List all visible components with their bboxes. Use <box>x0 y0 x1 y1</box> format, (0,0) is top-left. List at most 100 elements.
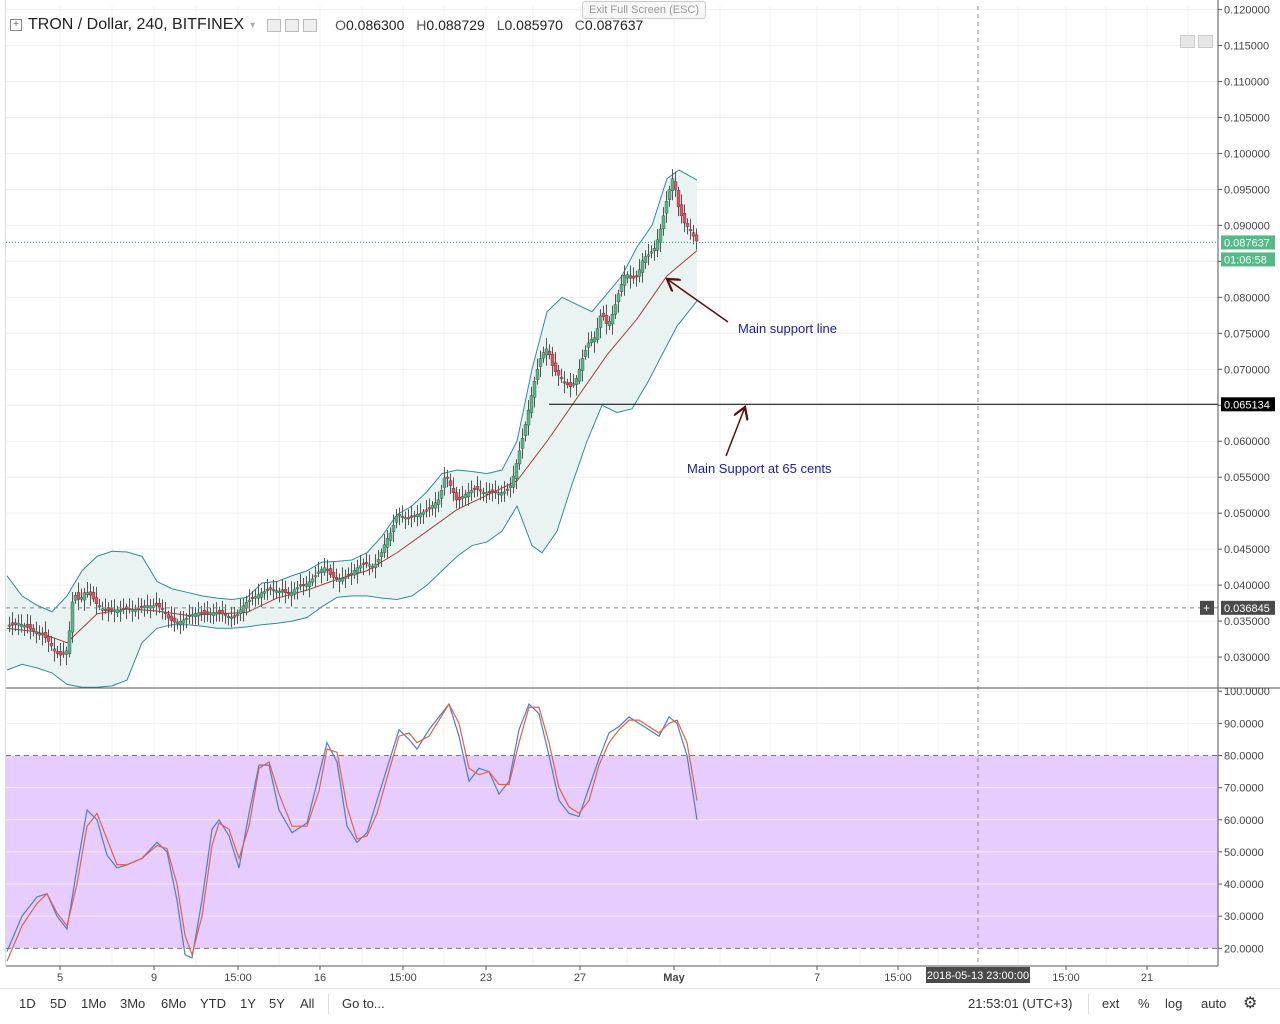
candle-body <box>286 592 291 594</box>
candle-body <box>193 613 198 617</box>
ext-toggle[interactable]: ext <box>1102 996 1120 1011</box>
range-6mo-button[interactable]: 6Mo <box>161 996 187 1011</box>
collapse-icon[interactable]: + <box>10 19 22 31</box>
candle-body <box>247 599 252 602</box>
candle-body <box>544 348 549 356</box>
candle-body <box>16 623 21 626</box>
range-5d-button[interactable]: 5D <box>50 996 67 1011</box>
range-1y-button[interactable]: 1Y <box>240 996 256 1011</box>
candle-body <box>67 630 72 654</box>
candle-body <box>634 275 639 278</box>
candle-body <box>448 480 453 486</box>
price-chart[interactable]: 0.030000 0.035000 0.040000 0.045000 0.050000… <box>0 0 1280 988</box>
stoch-tick-label: 60.0000 <box>1224 815 1264 827</box>
candle-body <box>118 609 123 612</box>
remove-icon[interactable] <box>303 18 318 32</box>
candle-body <box>271 589 276 592</box>
candle-body <box>556 370 561 376</box>
candle-body <box>49 642 54 647</box>
candle-body <box>91 592 96 600</box>
candle-body <box>454 492 459 501</box>
candle-body <box>355 567 360 574</box>
time-tick-label: 27 <box>574 972 586 984</box>
candle-body <box>244 601 249 609</box>
candle-body <box>370 566 375 569</box>
candle-body <box>43 631 48 639</box>
candle-body <box>574 378 579 385</box>
candle-body <box>181 619 186 624</box>
candle-body <box>25 623 30 628</box>
candle-body <box>649 251 654 254</box>
candle-body <box>103 608 108 611</box>
candle-body <box>250 596 255 599</box>
exit-fullscreen-button[interactable]: Exit Full Screen (ESC) <box>582 1 706 19</box>
goto-button[interactable]: Go to... <box>342 996 385 1011</box>
stoch-tick-label: 80.0000 <box>1224 750 1264 762</box>
candle-body <box>334 576 339 580</box>
candle-body <box>301 584 306 586</box>
candle-body <box>52 648 57 652</box>
stoch-tick-label: 100.0000 <box>1224 686 1270 698</box>
candle-body <box>187 615 192 617</box>
candle-body <box>337 578 342 582</box>
candle-body <box>412 515 417 518</box>
price-tick-label: 0.035000 <box>1224 616 1270 628</box>
candle-body <box>364 562 369 565</box>
symbol-title[interactable]: TRON / Dollar, 240, BITFINEX <box>28 16 245 33</box>
candle-body <box>394 515 399 523</box>
candle-body <box>487 491 492 493</box>
candle-body <box>22 625 27 628</box>
percent-toggle[interactable]: % <box>1138 996 1150 1011</box>
candle-body <box>121 608 126 610</box>
range-1d-button[interactable]: 1D <box>19 996 36 1011</box>
log-toggle[interactable]: log <box>1165 996 1183 1011</box>
candle-body <box>142 605 147 608</box>
candle-body <box>10 622 15 626</box>
countdown-label: 01:06:58 <box>1224 254 1267 266</box>
range-3mo-button[interactable]: 3Mo <box>120 996 146 1011</box>
symbol-dropdown-icon[interactable]: ▾ <box>250 19 256 31</box>
stoch-d-line <box>6 702 698 962</box>
candle-body <box>529 395 534 414</box>
candle-body <box>325 568 330 571</box>
candle-body <box>382 544 387 553</box>
candle-body <box>619 283 624 292</box>
range-1mo-button[interactable]: 1Mo <box>81 996 107 1011</box>
candle-body <box>154 602 159 606</box>
candle-body <box>202 610 207 614</box>
candle-body <box>265 588 270 591</box>
bollinger-upper-line <box>6 169 698 613</box>
candle-body <box>61 652 66 655</box>
candle-body <box>493 491 498 493</box>
gear-icon[interactable]: ⚙ <box>1243 995 1258 1012</box>
candle-body <box>259 592 264 598</box>
range-ytd-button[interactable]: YTD <box>200 996 226 1011</box>
candle-body <box>367 564 372 567</box>
range-all-button[interactable]: All <box>300 996 315 1011</box>
time-tick-label: 16 <box>314 972 326 984</box>
candle-body <box>391 524 396 533</box>
candle-body <box>208 612 213 615</box>
range-5y-button[interactable]: 5Y <box>269 996 285 1011</box>
candle-body <box>514 463 519 480</box>
auto-toggle[interactable]: auto <box>1201 996 1227 1011</box>
price-tick-label: 0.100000 <box>1224 148 1270 160</box>
visibility-icon[interactable] <box>267 18 282 32</box>
settings-icon[interactable] <box>285 18 300 32</box>
scroll-down-icon[interactable] <box>1180 35 1195 48</box>
candle-body <box>640 260 645 273</box>
candle-body <box>340 577 345 582</box>
candle-body <box>397 514 402 517</box>
candle-body <box>178 621 183 625</box>
price-tick-label: 0.075000 <box>1224 328 1270 340</box>
candle-body <box>472 487 477 490</box>
current-price-label: 0.087637 <box>1224 237 1270 249</box>
candle-body <box>655 239 660 251</box>
candle-body <box>616 293 621 303</box>
scroll-pause-icon[interactable] <box>1198 35 1213 48</box>
stoch-tick-label: 50.0000 <box>1224 847 1264 859</box>
price-tick-label: 0.115000 <box>1224 41 1269 53</box>
candle-body <box>160 607 165 610</box>
time-tick-label: 7 <box>814 972 820 984</box>
candle-body <box>643 256 648 263</box>
